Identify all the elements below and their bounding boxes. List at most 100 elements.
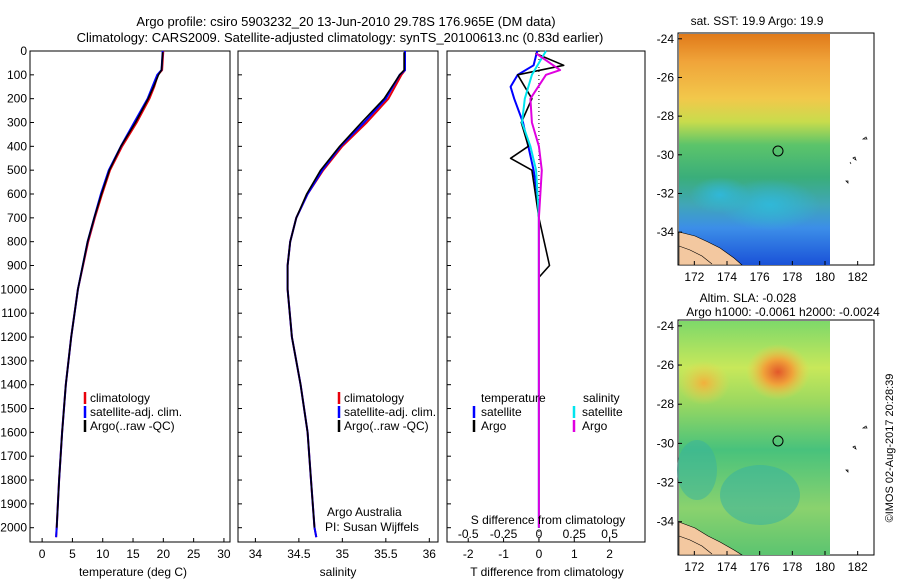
x-tick-label: 35 [336, 547, 350, 561]
sla-low-anomaly [677, 440, 717, 500]
y-tick-label: 700 [7, 211, 27, 225]
map-x-tick-label: 172 [684, 560, 704, 574]
sla-low-anomaly [720, 465, 800, 525]
legend-label-argo: Argo(..raw -QC) [90, 419, 175, 433]
series-satellite-adj-clim- [55, 50, 164, 538]
legend-label-satellite: satellite-adj. clim. [90, 405, 182, 419]
difference-legend: temperature satellite Argo salinity sate… [471, 391, 626, 527]
map-x-tick-label: 180 [815, 560, 835, 574]
x-tick-label: 36 [423, 547, 437, 561]
x-tick-label: 5 [69, 547, 76, 561]
sst-argo-marker [772, 145, 784, 157]
y-tick-label: 1400 [0, 378, 27, 392]
x-tick-label: 20 [157, 547, 171, 561]
sst-coastline [678, 245, 713, 265]
map-y-tick-label: -34 [657, 515, 675, 529]
y-tick-label: 0 [20, 44, 27, 58]
temperature-panel-frame [29, 50, 231, 543]
map-x-tick-label: 176 [750, 270, 770, 284]
map-y-tick-label: -34 [657, 225, 675, 239]
y-tick-label: 1200 [0, 330, 27, 344]
pi-text: PI: Susan Wijffels [325, 520, 419, 534]
legend-label-argo: Argo(..raw -QC) [344, 419, 429, 433]
sla-island [845, 425, 868, 473]
map-y-tick-label: -32 [657, 186, 675, 200]
x-tick-label: 34.5 [287, 547, 311, 561]
sst-island [845, 136, 868, 184]
sla-high-anomaly [678, 361, 730, 405]
y-tick-label: 800 [7, 235, 27, 249]
y-tick-label: 1500 [0, 402, 27, 416]
map-x-tick-label: 172 [684, 270, 704, 284]
map-y-tick-label: -24 [657, 32, 675, 46]
map-y-tick-label: -26 [657, 358, 675, 372]
map-x-tick-label: 182 [848, 270, 868, 284]
series-salinity-satellite [521, 50, 547, 528]
salinity-panel-frame [237, 50, 439, 543]
map-x-tick-label: 176 [750, 560, 770, 574]
x-tick-label: -2 [463, 547, 474, 561]
sla-coastline [678, 535, 713, 555]
map-x-tick-label: 178 [782, 560, 802, 574]
series-temperature-argo [509, 52, 565, 528]
legend-label-climatology: climatology [90, 391, 150, 405]
map-y-tick-label: -32 [657, 476, 675, 490]
series-climatology [286, 51, 406, 538]
x-tick-label: 1 [571, 547, 578, 561]
y-tick-label: 1700 [0, 449, 27, 463]
credit-text: Argo Australia [327, 505, 402, 519]
y-tick-label: 1300 [0, 354, 27, 368]
sla-high-anomaly [746, 344, 810, 400]
x-tick-label: 35.5 [374, 547, 398, 561]
y-tick-label: 200 [7, 92, 27, 106]
legend-label-satellite: satellite-adj. clim. [344, 405, 436, 419]
figure-title-line1: Argo profile: csiro 5903232_20 13-Jun-20… [136, 14, 555, 29]
sla-argo-marker [772, 435, 784, 447]
sla-map: Altim. SLA: -0.028 Argo h1000: -0.0061 h… [677, 291, 880, 556]
x-tick-label: 30 [217, 547, 231, 561]
legend-title-temperature: temperature [481, 391, 546, 405]
y-tick-label: 600 [7, 187, 27, 201]
s-tick-label: 0.25 [563, 527, 587, 541]
series-temperature-satellite [509, 50, 540, 528]
x-tick-label: 15 [126, 547, 140, 561]
y-tick-label: 900 [7, 259, 27, 273]
map-axes: 172 174 176 178 180 182 -24 -26 -28 -30 -32 -34 172 1… [657, 32, 868, 574]
y-tick-label: 1000 [0, 282, 27, 296]
series-layer [55, 50, 565, 538]
y-tick-label: 2000 [0, 521, 27, 535]
map-y-tick-label: -30 [657, 436, 675, 450]
series-satellite-adj-clim- [286, 51, 406, 538]
x-tick-label: 34 [249, 547, 263, 561]
y-tick-label: 100 [7, 68, 27, 82]
x-tick-label: -1 [498, 547, 509, 561]
map-y-tick-label: -24 [657, 319, 675, 333]
y-tick-label: 400 [7, 139, 27, 153]
salinity-legend: climatology satellite-adj. clim. Argo(..… [325, 391, 436, 534]
legend-label-temp-satellite: satellite [481, 405, 522, 419]
map-x-tick-label: 182 [848, 560, 868, 574]
map-y-tick-label: -28 [657, 397, 675, 411]
figure-title-line2: Climatology: CARS2009. Satellite-adjuste… [77, 30, 604, 45]
y-tick-label: 300 [7, 116, 27, 130]
map-y-tick-label: -26 [657, 70, 675, 84]
sla-map-subtitle: Argo h1000: -0.0061 h2000: -0.0024 [686, 305, 880, 319]
y-tick-label: 1800 [0, 473, 27, 487]
s-tick-label: 0 [536, 527, 543, 541]
legend-title-salinity: salinity [583, 391, 620, 405]
y-tick-label: 500 [7, 163, 27, 177]
series-argo-raw-qc- [286, 52, 405, 528]
y-tick-label: 1100 [1, 306, 27, 320]
s-difference-label: S difference from climatology [471, 513, 626, 527]
series-climatology [55, 50, 165, 538]
legend-label-temp-argo: Argo [481, 419, 507, 433]
legend-label-sal-satellite: satellite [582, 405, 623, 419]
series-salinity-argo [529, 52, 562, 528]
s-tick-label: 0.5 [601, 527, 618, 541]
map-x-tick-label: 174 [717, 270, 737, 284]
sst-map: sat. SST: 19.9 Argo: 19.9 [677, 14, 875, 266]
map-y-tick-label: -30 [657, 148, 675, 162]
sst-cool-patch [690, 177, 750, 213]
temperature-xlabel: temperature (deg C) [79, 565, 187, 579]
s-tick-label: -0.5 [458, 527, 479, 541]
